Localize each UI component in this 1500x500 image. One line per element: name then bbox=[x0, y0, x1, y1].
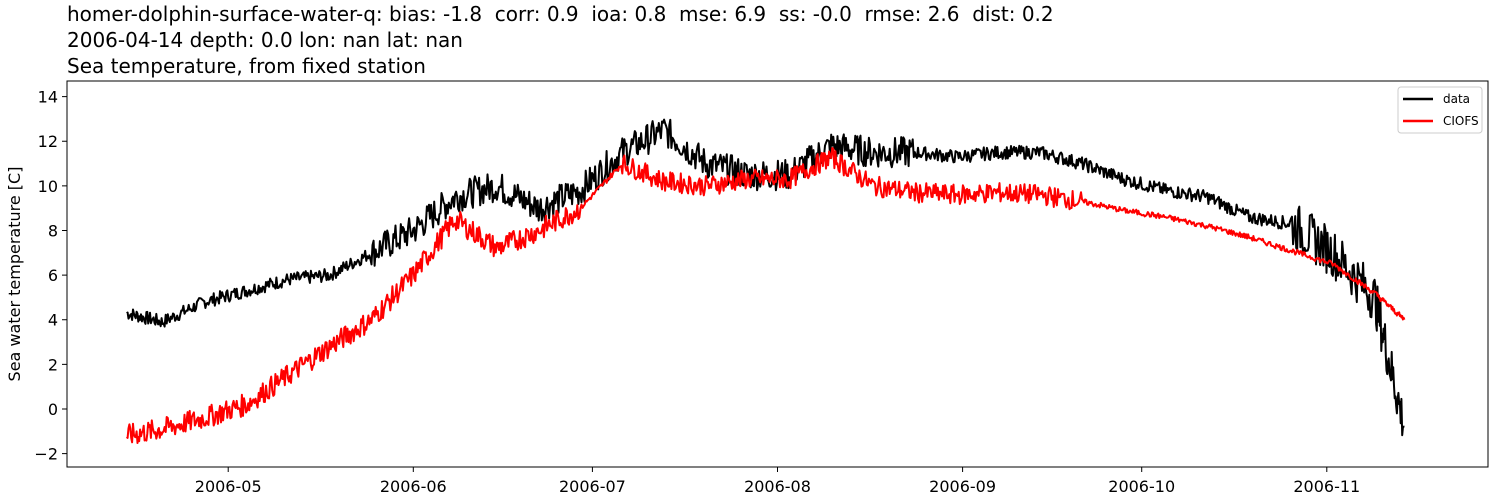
legend: data CIOFS bbox=[1397, 86, 1483, 134]
x-tick-label: 2006-09 bbox=[929, 477, 996, 496]
chart-title-metrics: homer-dolphin-surface-water-q: bias: -1.… bbox=[67, 2, 1054, 26]
x-axis: 2006-05 2006-06 2006-07 2006-08 2006-09 2006-… bbox=[195, 467, 1360, 496]
x-tick-label: 2006-05 bbox=[195, 477, 262, 496]
plot-lines bbox=[125, 118, 1406, 444]
y-axis: −2 0 2 4 6 8 10 12 14 bbox=[34, 88, 67, 464]
y-tick-label: 6 bbox=[48, 266, 58, 285]
y-tick-label: −2 bbox=[34, 445, 58, 464]
y-tick-label: 12 bbox=[38, 132, 58, 151]
y-tick-label: 2 bbox=[48, 355, 58, 374]
y-tick-label: 10 bbox=[38, 177, 58, 196]
x-tick-label: 2006-10 bbox=[1108, 477, 1175, 496]
y-tick-label: 4 bbox=[48, 311, 58, 330]
x-tick-label: 2006-07 bbox=[559, 477, 626, 496]
chart-title-location: 2006-04-14 depth: 0.0 lon: nan lat: nan bbox=[67, 28, 463, 52]
series-line-data bbox=[126, 118, 1405, 437]
y-tick-label: 8 bbox=[48, 221, 58, 240]
x-tick-label: 2006-06 bbox=[380, 477, 447, 496]
y-axis-label: Sea water temperature [C] bbox=[5, 167, 24, 382]
x-tick-label: 2006-08 bbox=[744, 477, 811, 496]
y-tick-label: 0 bbox=[48, 400, 58, 419]
axes-frame bbox=[66, 80, 1489, 468]
legend-label-data: data bbox=[1443, 92, 1470, 106]
series-line-ciofs bbox=[125, 147, 1406, 444]
legend-label-ciofs: CIOFS bbox=[1443, 114, 1479, 128]
x-tick-label: 2006-11 bbox=[1293, 477, 1360, 496]
y-tick-label: 14 bbox=[38, 88, 58, 107]
chart-title-description: Sea temperature, from fixed station bbox=[67, 54, 426, 78]
